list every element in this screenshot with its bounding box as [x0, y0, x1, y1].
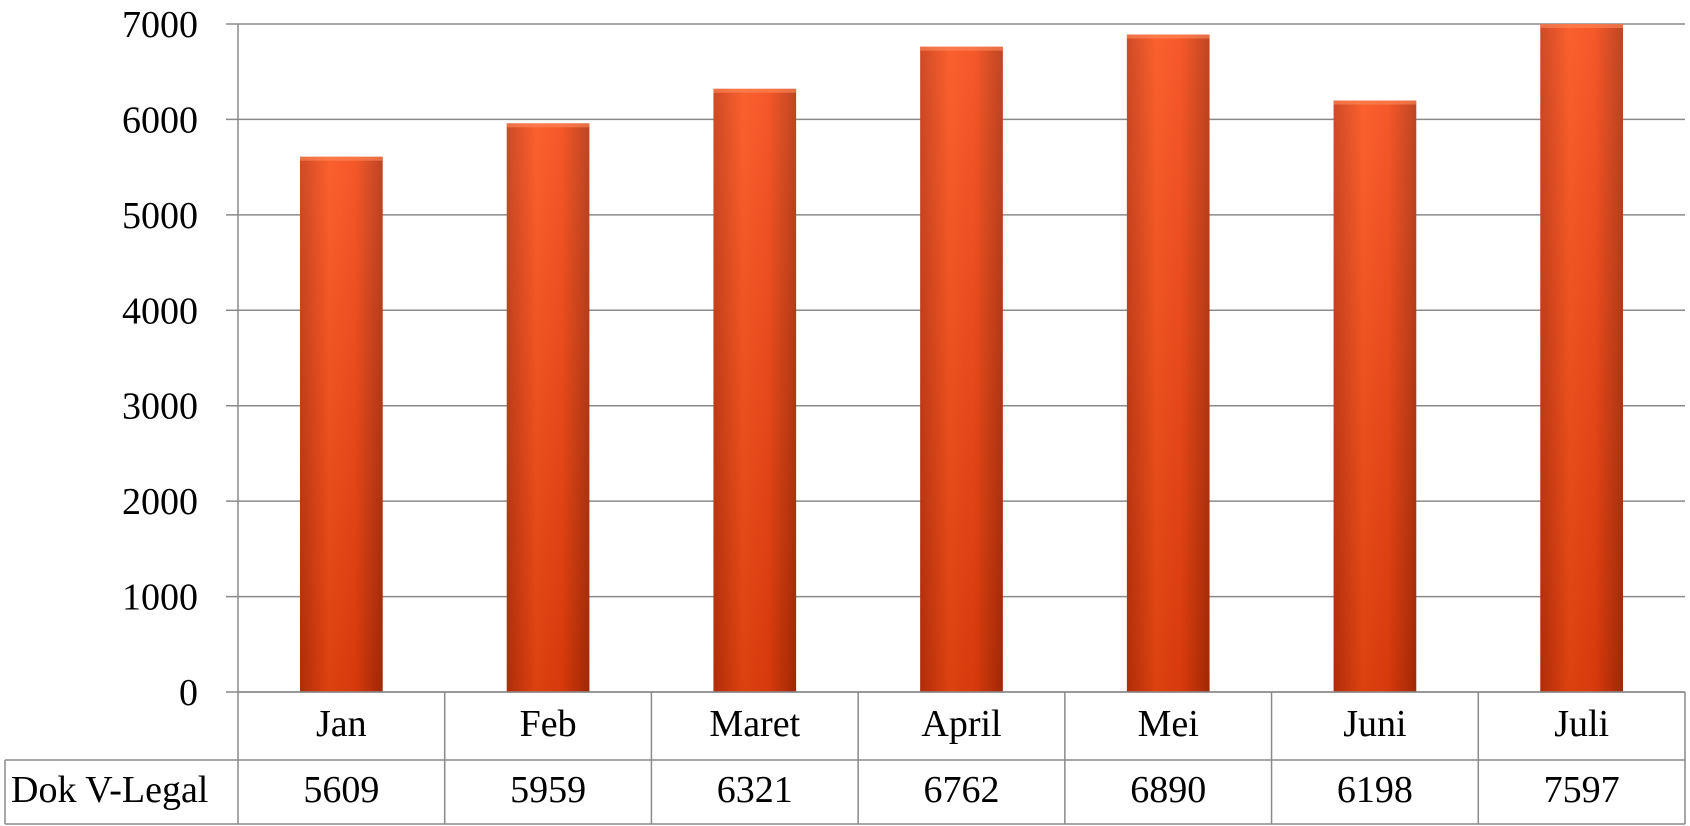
category-label: Mei [1138, 703, 1199, 745]
bar-top-highlight [1126, 34, 1210, 39]
data-table: Jan 5609 Feb 5959 Maret 6321 April 6762 Mei 6890 J… [4, 691, 1686, 825]
category-label: Jan [316, 703, 367, 745]
bar-shade [300, 156, 383, 692]
y-tick-label: 3000 [122, 386, 198, 428]
bar-top-highlight [300, 156, 383, 161]
data-table-value: 5609 [303, 769, 379, 811]
bars [300, 24, 1623, 693]
data-table-value: 6890 [1130, 769, 1206, 811]
bar-shade [506, 123, 590, 693]
data-table-value: 7597 [1544, 769, 1620, 811]
bar-top-highlight [1540, 24, 1623, 28]
bar-shade [1126, 34, 1210, 693]
bar-top-highlight [920, 46, 1003, 51]
data-table-value: 6198 [1337, 769, 1413, 811]
y-tick-label: 1000 [122, 577, 198, 619]
y-tick-label: 4000 [122, 290, 198, 332]
category-label: Feb [520, 703, 577, 745]
bar-shade [1540, 24, 1623, 692]
data-table-value: 6321 [717, 769, 793, 811]
y-tick-label: 0 [179, 672, 198, 714]
category-label: Maret [709, 703, 800, 745]
y-tick-label: 7000 [122, 4, 198, 46]
bar-top-highlight [713, 88, 797, 93]
bar-top-highlight [1333, 100, 1417, 105]
category-label: Juli [1554, 703, 1609, 745]
bar-shade [920, 46, 1003, 693]
data-table-value: 5959 [510, 769, 586, 811]
y-tick-label: 6000 [122, 99, 198, 141]
bar-shade [1333, 100, 1417, 693]
y-tick-label: 5000 [122, 195, 198, 237]
series-label: Dok V-Legal [11, 769, 208, 811]
category-label: Juni [1343, 703, 1406, 745]
bar-top-highlight [506, 123, 590, 128]
y-tick-label: 2000 [122, 481, 198, 523]
y-axis: 0 1000 2000 3000 4000 5000 6000 7000 [122, 4, 239, 824]
bar-shade [713, 88, 797, 692]
data-table-value: 6762 [924, 769, 1000, 811]
category-label: April [921, 703, 1001, 745]
